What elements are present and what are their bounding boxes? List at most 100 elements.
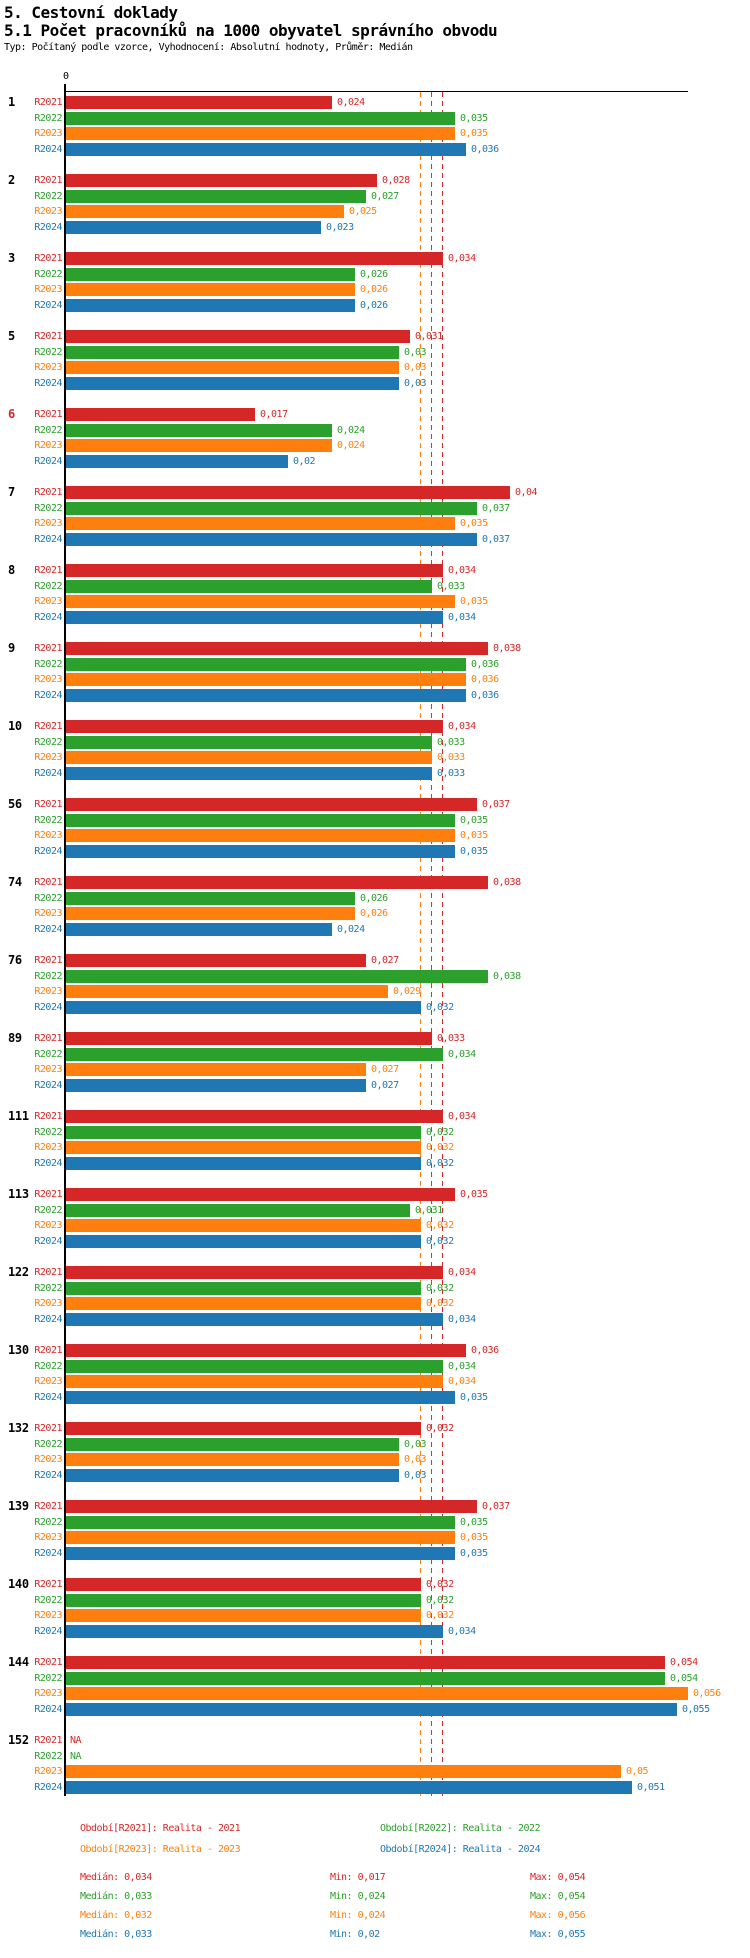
value-label-74-R2023: 0,026 (360, 908, 388, 919)
series-label-R2024: R2024 (34, 300, 62, 311)
value-label-132-R2023: 0,03 (404, 1454, 427, 1465)
bar-139-R2024 (66, 1547, 455, 1560)
chart-meta-line: Typ: Počítaný podle vzorce, Vyhodnocení:… (4, 42, 413, 53)
bar-56-R2024 (66, 845, 455, 858)
series-label-R2024: R2024 (34, 456, 62, 467)
stat-min-R2022: Min: 0,024 (330, 1891, 386, 1902)
value-label-144-R2021: 0,054 (670, 1657, 698, 1668)
series-label-R2021: R2021 (34, 877, 62, 888)
bar-6-R2023 (66, 439, 332, 452)
series-label-R2023: R2023 (34, 674, 62, 685)
series-label-R2021: R2021 (34, 1735, 62, 1746)
series-label-R2023: R2023 (34, 1220, 62, 1231)
bar-152-R2023 (66, 1765, 621, 1778)
bar-132-R2023 (66, 1453, 399, 1466)
value-label-113-R2022: 0,031 (415, 1205, 443, 1216)
bar-2-R2024 (66, 221, 321, 234)
value-label-10-R2021: 0,034 (448, 721, 476, 732)
bar-139-R2022 (66, 1516, 455, 1529)
bar-8-R2024 (66, 611, 443, 624)
bar-3-R2024 (66, 299, 355, 312)
value-label-122-R2023: 0,032 (426, 1298, 454, 1309)
bar-9-R2024 (66, 689, 466, 702)
bar-74-R2023 (66, 907, 355, 920)
bar-74-R2021 (66, 876, 488, 889)
series-label-R2023: R2023 (34, 1376, 62, 1387)
bar-56-R2021 (66, 798, 477, 811)
value-label-8-R2021: 0,034 (448, 565, 476, 576)
series-label-R2022: R2022 (34, 971, 62, 982)
series-label-R2022: R2022 (34, 815, 62, 826)
value-label-56-R2023: 0,035 (460, 830, 488, 841)
bar-144-R2024 (66, 1703, 677, 1716)
value-label-113-R2023: 0,032 (426, 1220, 454, 1231)
series-label-R2022: R2022 (34, 1439, 62, 1450)
bar-130-R2022 (66, 1360, 443, 1373)
bar-7-R2021 (66, 486, 510, 499)
bar-132-R2021 (66, 1422, 421, 1435)
series-label-R2023: R2023 (34, 596, 62, 607)
series-label-R2023: R2023 (34, 1064, 62, 1075)
value-label-74-R2021: 0,038 (493, 877, 521, 888)
bar-5-R2022 (66, 346, 399, 359)
value-label-10-R2024: 0,033 (437, 768, 465, 779)
series-label-R2024: R2024 (34, 768, 62, 779)
median-line-R2021 (442, 92, 443, 1796)
series-label-R2024: R2024 (34, 924, 62, 935)
series-label-R2024: R2024 (34, 1314, 62, 1325)
series-label-R2021: R2021 (34, 1501, 62, 1512)
value-label-130-R2021: 0,036 (471, 1345, 499, 1356)
group-label-111: 111 (8, 1109, 29, 1123)
bar-9-R2022 (66, 658, 466, 671)
na-label-152-R2022: NA (70, 1751, 82, 1762)
series-label-R2021: R2021 (34, 331, 62, 342)
group-label-3: 3 (8, 251, 15, 265)
group-label-139: 139 (8, 1499, 29, 1513)
series-label-R2022: R2022 (34, 1205, 62, 1216)
value-label-56-R2021: 0,037 (482, 799, 510, 810)
bar-6-R2021 (66, 408, 255, 421)
value-label-1-R2021: 0,024 (337, 97, 365, 108)
series-label-R2022: R2022 (34, 1595, 62, 1606)
value-label-122-R2021: 0,034 (448, 1267, 476, 1278)
series-label-R2023: R2023 (34, 908, 62, 919)
series-label-R2024: R2024 (34, 1080, 62, 1091)
series-label-R2023: R2023 (34, 440, 62, 451)
series-label-R2022: R2022 (34, 1751, 62, 1762)
chart-title: 5.1 Počet pracovníků na 1000 obyvatel sp… (4, 21, 498, 40)
group-label-56: 56 (8, 797, 22, 811)
bar-1-R2021 (66, 96, 332, 109)
series-label-R2023: R2023 (34, 362, 62, 373)
group-label-152: 152 (8, 1733, 29, 1747)
series-label-R2022: R2022 (34, 269, 62, 280)
bar-132-R2024 (66, 1469, 399, 1482)
bar-139-R2021 (66, 1500, 477, 1513)
value-label-3-R2024: 0,026 (360, 300, 388, 311)
bar-6-R2022 (66, 424, 332, 437)
series-label-R2024: R2024 (34, 1002, 62, 1013)
series-label-R2022: R2022 (34, 191, 62, 202)
stat-median-R2024: Medián: 0,033 (80, 1929, 152, 1940)
bar-113-R2022 (66, 1204, 410, 1217)
value-label-89-R2023: 0,027 (371, 1064, 399, 1075)
bar-3-R2021 (66, 252, 443, 265)
series-label-R2021: R2021 (34, 565, 62, 576)
value-label-9-R2022: 0,036 (471, 659, 499, 670)
bar-56-R2022 (66, 814, 455, 827)
stat-median-R2023: Medián: 0,032 (80, 1910, 152, 1921)
value-label-2-R2024: 0,023 (326, 222, 354, 233)
series-label-R2022: R2022 (34, 347, 62, 358)
stat-max-R2023: Max: 0,056 (530, 1910, 586, 1921)
grouped-bar-chart: 0 1 R2021 0,024 R2022 0,035 R2023 0,035 R2024 0,… (8, 71, 721, 1796)
stat-min-R2024: Min: 0,02 (330, 1929, 380, 1940)
bar-76-R2021 (66, 954, 366, 967)
bar-144-R2022 (66, 1672, 665, 1685)
value-label-3-R2022: 0,026 (360, 269, 388, 280)
stat-median-R2022: Medián: 0,033 (80, 1891, 152, 1902)
value-label-6-R2022: 0,024 (337, 425, 365, 436)
series-label-R2023: R2023 (34, 128, 62, 139)
bar-8-R2021 (66, 564, 443, 577)
bar-3-R2023 (66, 283, 355, 296)
series-label-R2023: R2023 (34, 284, 62, 295)
series-label-R2022: R2022 (34, 1673, 62, 1684)
